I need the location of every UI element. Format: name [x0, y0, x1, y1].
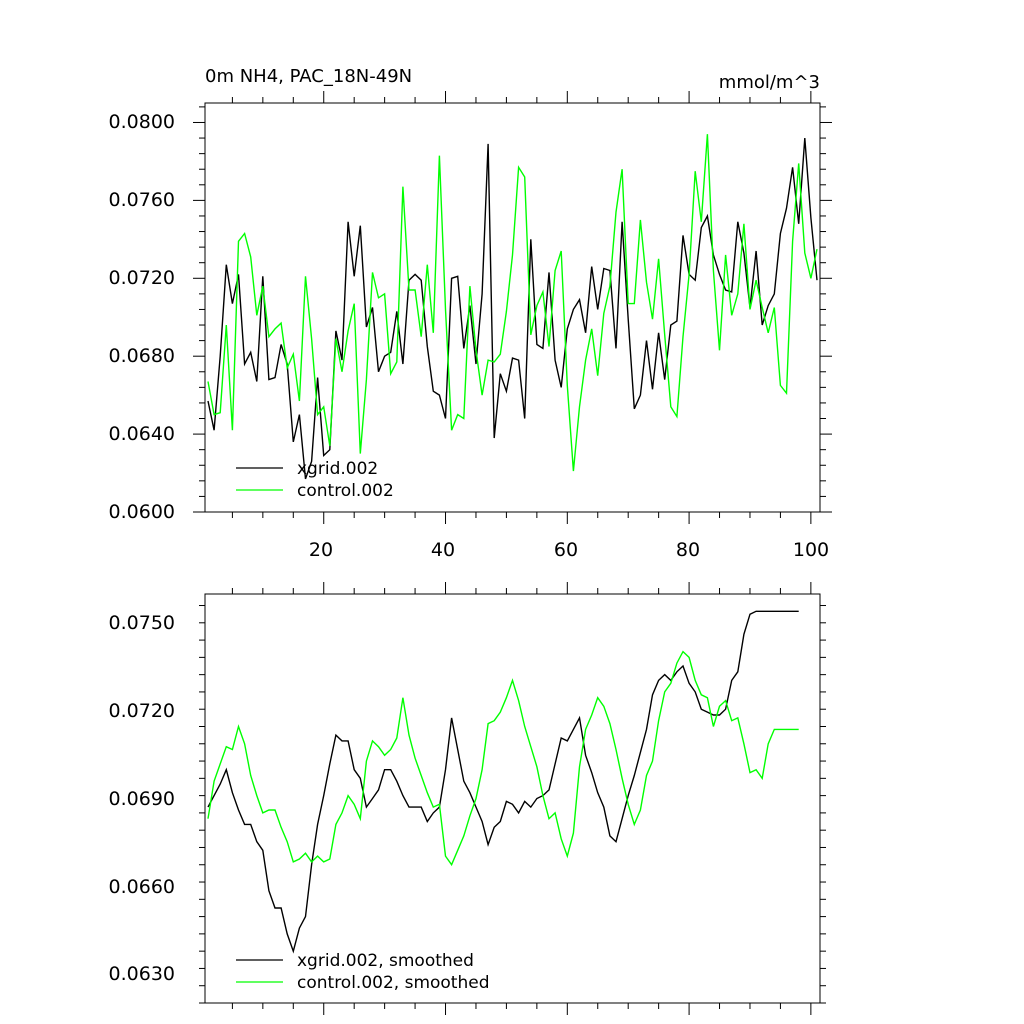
top-series-control-line	[207, 134, 818, 472]
bottom-y-tick-label: 0.0630	[109, 963, 175, 985]
bottom-y-tick-label: 0.0660	[109, 876, 175, 898]
top-x-tick-label: 20	[309, 539, 333, 561]
top-y-tick-label: 0.0640	[109, 423, 175, 445]
bottom-ticks	[199, 582, 826, 1015]
bottom-y-tick-label: 0.0750	[109, 612, 175, 634]
bottom-plot-frame	[204, 593, 821, 1004]
top-y-tick-label: 0.0680	[109, 345, 175, 367]
top-panel: 0m NH4, PAC_18N-49N mmol/m^3 0.0600 0.06…	[109, 66, 832, 561]
top-ticks	[193, 91, 832, 524]
bottom-series-xgrid-line	[207, 610, 799, 954]
top-x-tick-label: 100	[793, 539, 829, 561]
bottom-panel: 0.0630 0.0660 0.0690 0.0720 0.0750 xgrid…	[109, 582, 826, 1015]
bottom-y-tick-label: 0.0690	[109, 788, 175, 810]
bottom-y-tick-label: 0.0720	[109, 700, 175, 722]
top-y-tick-label: 0.0720	[109, 267, 175, 289]
top-x-tick-label: 80	[676, 539, 700, 561]
top-y-tick-label: 0.0800	[109, 111, 175, 133]
bottom-legend-label-control: control.002, smoothed	[297, 973, 490, 993]
bottom-series	[207, 610, 799, 954]
top-x-tick-labels: 20 40 60 80 100	[309, 539, 829, 561]
top-series	[207, 134, 818, 480]
top-y-tick-label: 0.0760	[109, 189, 175, 211]
top-legend: xgrid.002 control.002	[236, 459, 394, 501]
top-y-tick-label: 0.0600	[109, 501, 175, 523]
bottom-y-tick-labels: 0.0630 0.0660 0.0690 0.0720 0.0750	[109, 612, 175, 985]
top-x-tick-label: 60	[554, 539, 578, 561]
top-legend-label-xgrid: xgrid.002	[297, 459, 378, 479]
top-series-xgrid-line	[207, 138, 818, 480]
bottom-legend-label-xgrid: xgrid.002, smoothed	[297, 951, 474, 971]
top-legend-label-control: control.002	[297, 481, 394, 501]
top-plot-frame	[204, 102, 821, 513]
bottom-legend: xgrid.002, smoothed control.002, smoothe…	[236, 951, 490, 993]
top-y-tick-labels: 0.0600 0.0640 0.0680 0.0720 0.0760 0.080…	[109, 111, 175, 523]
bottom-series-control-line	[207, 650, 799, 867]
top-title-right: mmol/m^3	[719, 72, 820, 93]
top-title-left: 0m NH4, PAC_18N-49N	[205, 66, 412, 87]
top-x-tick-label: 40	[431, 539, 455, 561]
